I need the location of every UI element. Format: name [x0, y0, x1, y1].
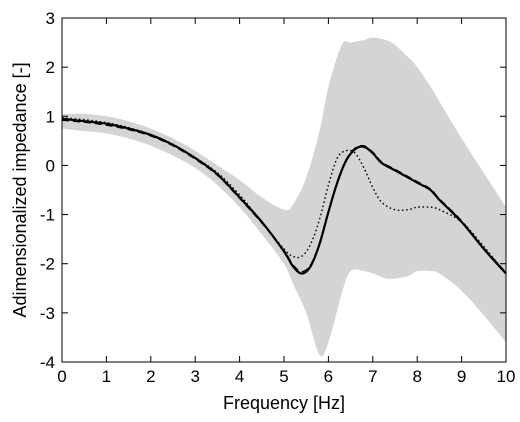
y-tick-label: 2	[46, 58, 55, 77]
x-tick-label: 10	[497, 367, 516, 386]
y-tick-label: -2	[40, 255, 55, 274]
x-tick-label: 4	[235, 367, 244, 386]
y-tick-label: 1	[46, 107, 55, 126]
confidence-band	[62, 37, 506, 357]
y-tick-label: 3	[46, 9, 55, 28]
x-tick-label: 3	[190, 367, 199, 386]
y-tick-label: -3	[40, 304, 55, 323]
x-tick-label: 9	[457, 367, 466, 386]
series-line-dotted	[61, 117, 507, 274]
x-axis-label: Frequency [Hz]	[223, 393, 345, 413]
x-tick-label: 1	[102, 367, 111, 386]
series-layer	[61, 117, 507, 275]
x-tick-label: 0	[57, 367, 66, 386]
y-tick-label: -1	[40, 206, 55, 225]
tick-layer: 0 1 2 3 4 5 6 7 8 9 10 -4 -3 -2 -1 0 1 2 3	[40, 9, 516, 386]
x-tick-label: 7	[368, 367, 377, 386]
series-line-dashed	[61, 119, 507, 274]
x-tick-label: 8	[412, 367, 421, 386]
x-tick-label: 6	[324, 367, 333, 386]
y-tick-label: 0	[46, 156, 55, 175]
x-tick-label: 2	[146, 367, 155, 386]
y-axis-label: Adimensionalized impedance [-]	[10, 62, 30, 317]
confidence-band-layer	[62, 37, 506, 357]
x-tick-label: 5	[279, 367, 288, 386]
y-tick-label: -4	[40, 353, 55, 372]
